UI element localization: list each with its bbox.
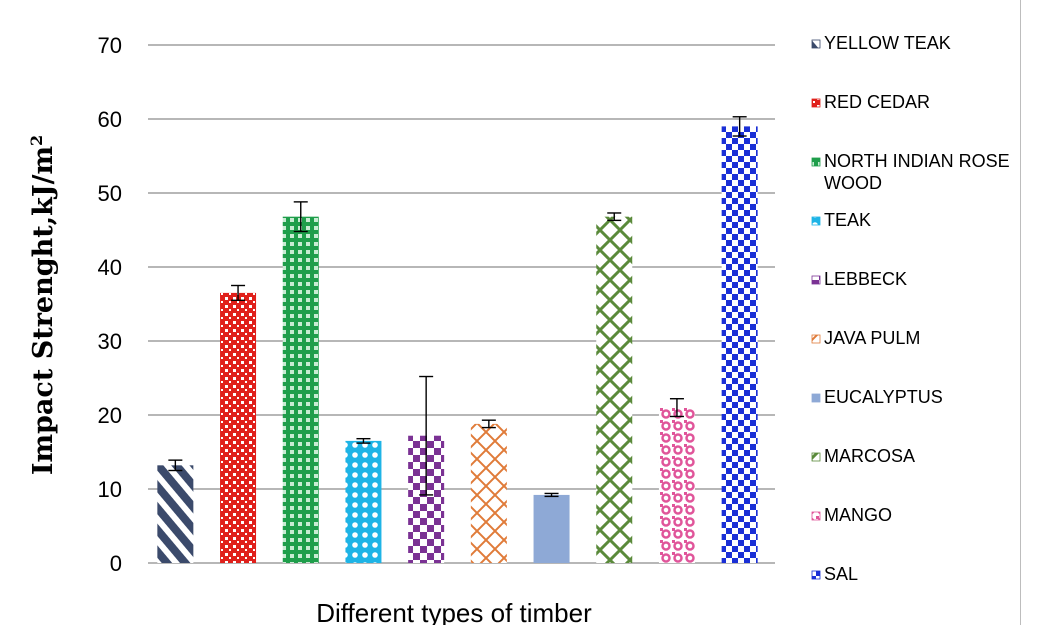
bar-java-pulm: [470, 423, 507, 563]
legend-item-marcosa: MARCOSA: [811, 446, 915, 466]
legend-label: RED CEDAR: [824, 92, 930, 112]
legend-label: LEBBECK: [824, 269, 907, 289]
y-tick-0: 0: [110, 551, 122, 576]
frame-border: [1020, 0, 1021, 625]
legend: YELLOW TEAK RED CEDAR NORTH INDIAN ROSEWOO…: [811, 33, 1010, 584]
bar-sal: [721, 126, 758, 564]
legend-item-yellow-teak: YELLOW TEAK: [811, 33, 951, 53]
legend-item-teak: TEAK: [811, 210, 871, 230]
error-bar-marcosa: [607, 212, 622, 222]
legend-item-sal: SAL: [811, 564, 858, 584]
bars: [157, 126, 758, 564]
legend-item-red-cedar: RED CEDAR: [811, 92, 930, 112]
bar-eucalyptus: [533, 494, 570, 563]
bar-red-cedar: [220, 292, 257, 563]
legend-label: NORTH INDIAN ROSE: [824, 151, 1010, 171]
legend-label: YELLOW TEAK: [824, 33, 951, 53]
x-axis-label: Different types of timber: [316, 598, 592, 625]
legend-swatch: [811, 511, 821, 521]
y-tick-70: 70: [98, 33, 122, 58]
y-tick-20: 20: [98, 403, 122, 428]
error-bar-mango: [669, 398, 684, 418]
error-bar-yellow-teak: [168, 459, 183, 472]
y-tick-50: 50: [98, 181, 122, 206]
legend-swatch: [811, 216, 821, 226]
legend-swatch: [811, 98, 821, 108]
bar-marcosa: [596, 216, 633, 563]
legend-swatch: [811, 275, 821, 285]
y-tick-labels: 0 10 20 30 40 50 60 70: [98, 33, 122, 576]
legend-swatch: [811, 157, 821, 167]
error-bars: [168, 116, 747, 498]
y-axis-label: Impact Strenght,kJ/m2: [27, 135, 59, 475]
legend-swatch: [811, 570, 821, 580]
legend-label: TEAK: [824, 210, 871, 230]
y-tick-30: 30: [98, 329, 122, 354]
y-tick-60: 60: [98, 107, 122, 132]
legend-item-mango: MANGO: [811, 505, 892, 525]
error-bar-lebbeck: [419, 375, 434, 496]
bar-teak: [345, 440, 382, 563]
y-tick-10: 10: [98, 477, 122, 502]
legend-label: WOOD: [824, 173, 882, 193]
legend-label: EUCALYPTUS: [824, 387, 943, 407]
legend-swatch: [811, 452, 821, 462]
legend-item-lebbeck: LEBBECK: [811, 269, 907, 289]
error-bar-north-indian-rose-wood: [293, 201, 308, 233]
bar-mango: [658, 407, 695, 563]
legend-label: SAL: [824, 564, 858, 584]
y-tick-40: 40: [98, 255, 122, 280]
error-bar-teak: [356, 437, 371, 444]
error-bar-java-pulm: [481, 419, 496, 429]
legend-swatch: [811, 39, 821, 49]
error-bar-eucalyptus: [544, 492, 559, 498]
legend-item-eucalyptus: EUCALYPTUS: [811, 387, 943, 407]
error-bar-sal: [732, 116, 747, 137]
legend-label: JAVA PULM: [824, 328, 920, 348]
legend-label: MANGO: [824, 505, 892, 525]
bar-yellow-teak: [157, 465, 194, 563]
error-bar-red-cedar: [231, 284, 246, 301]
legend-swatch: [811, 393, 821, 403]
legend-item-java-pulm: JAVA PULM: [811, 328, 920, 348]
legend-swatch: [811, 334, 821, 344]
bar-north-indian-rose-wood: [282, 216, 319, 563]
legend-label: MARCOSA: [824, 446, 915, 466]
